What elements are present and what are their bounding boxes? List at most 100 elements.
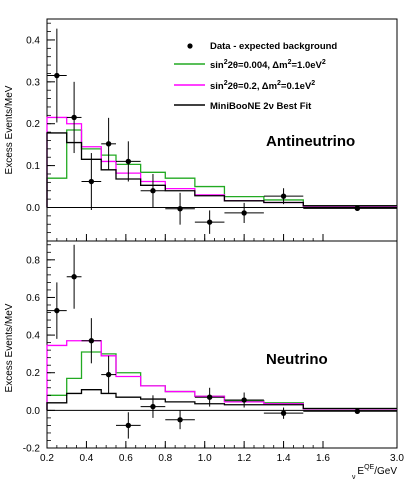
antineutrino-black-histogram: [46, 132, 397, 208]
neutrino-data-marker-8: [241, 397, 247, 403]
antineutrino-y-tick-label: 0.3: [26, 77, 40, 88]
legend-magenta-text-c: =0.1eV: [281, 81, 312, 92]
antineutrino-data-point-5: [140, 173, 166, 208]
neutrino-data-marker-6: [177, 417, 183, 423]
antineutrino-data-point-3: [101, 117, 116, 170]
legend-green-sup-a: 2: [224, 59, 228, 66]
x-tick-label: 0.2: [40, 453, 54, 464]
neutrino-data-marker-7: [206, 394, 213, 400]
antineutrino-histograms: [46, 116, 397, 208]
antineutrino-x-ticks: [46, 234, 398, 241]
legend-magenta-label: sin22θ=0.2, Δm2=0.1eV2: [210, 80, 315, 92]
antineutrino-magenta-histogram: [46, 116, 397, 208]
x-axis-tick-labels: 0.2 0.4 0.6 0.8 1.0 1.2 1.4 1.6 3.0: [40, 453, 404, 464]
x-tick-label: 3.0: [390, 453, 404, 464]
legend-black-label: MiniBooNE 2ν Best Fit: [210, 101, 312, 112]
antineutrino-data-marker-9: [280, 193, 287, 199]
neutrino-y-tick-label: 0.0: [26, 406, 40, 417]
antineutrino-data-point-4: [116, 141, 141, 182]
legend-green-text-a: sin: [210, 60, 224, 71]
antineutrino-green-histogram: [46, 129, 397, 208]
neutrino-data-marker-1: [71, 274, 77, 280]
antineutrino-y-tick-label: 0.0: [26, 203, 40, 214]
antineutrino-y-tick-label: 0.4: [26, 35, 40, 46]
antineutrino-panel-label: Antineutrino: [266, 133, 355, 150]
antineutrino-data-point-0: [47, 28, 67, 123]
antineutrino-panel: 0.0 0.1 0.2 0.3 0.4 Antineutrino Excess Even…: [4, 18, 398, 242]
legend-data-marker: [187, 43, 193, 49]
antineutrino-data-marker-2: [88, 178, 95, 185]
legend-green-text-b: 2θ=0.004, Δm: [228, 60, 288, 71]
neutrino-green-histogram: [46, 351, 397, 411]
neutrino-y-tick-label: 0.4: [26, 331, 40, 342]
neutrino-y-tick-label: -0.2: [23, 444, 41, 455]
legend-magenta-text-b: 2θ=0.2, Δm: [228, 81, 277, 92]
neutrino-y-tick-label: 0.8: [26, 255, 40, 266]
neutrino-data-point-1: [66, 244, 82, 309]
antineutrino-data-marker-4: [125, 158, 132, 165]
x-axis-title-main: E: [357, 466, 364, 477]
neutrino-data-point-2: [81, 318, 102, 364]
neutrino-plot-frame: [46, 240, 398, 449]
x-axis-title-subscript: ν: [352, 474, 356, 481]
neutrino-data-marker-4: [125, 422, 132, 429]
neutrino-data-point-6: [165, 410, 195, 430]
legend-green-sup-c: 2: [322, 59, 326, 66]
antineutrino-data-point-10: [303, 205, 397, 212]
legend-green-sup-b: 2: [288, 59, 292, 66]
legend-magenta-sup-b: 2: [277, 80, 281, 87]
neutrino-data-marker-9: [280, 410, 287, 416]
x-tick-label: 1.2: [237, 453, 251, 464]
neutrino-panel-label: Neutrino: [266, 351, 328, 368]
antineutrino-y-axis: 0.0 0.1 0.2 0.3 0.4: [26, 22, 55, 242]
neutrino-y-axis: -0.2 0.0 0.2 0.4 0.6 0.8: [23, 244, 55, 455]
neutrino-panel: -0.2 0.0 0.2 0.4 0.6 0.8 Neutrino Excess Even…: [4, 240, 398, 455]
antineutrino-data-point-9: [263, 188, 304, 205]
neutrino-data-marker-10: [354, 408, 361, 415]
legend-magenta-text-a: sin: [210, 81, 224, 92]
legend-data-label: Data - expected background: [210, 41, 337, 52]
antineutrino-data-marker-1: [71, 114, 77, 121]
antineutrino-data-marker-7: [206, 219, 213, 225]
neutrino-histograms: [46, 340, 397, 411]
neutrino-y-axis-title: Excess Events/MeV: [4, 303, 15, 392]
antineutrino-data-marker-10: [354, 205, 361, 212]
x-axis-title-sup: QE: [364, 464, 374, 471]
x-tick-label: 0.4: [79, 453, 93, 464]
antineutrino-data-marker-3: [105, 141, 112, 147]
antineutrino-y-tick-label: 0.2: [26, 119, 40, 130]
neutrino-data-point-7: [194, 387, 225, 407]
antineutrino-data-points: [47, 28, 397, 234]
x-tick-label: 0.8: [158, 453, 172, 464]
neutrino-data-points: [47, 244, 397, 439]
neutrino-data-point-10: [303, 408, 397, 415]
neutrino-data-point-9: [263, 407, 304, 419]
antineutrino-data-marker-0: [54, 72, 60, 79]
legend-green-label: sin22θ=0.004, Δm2=1.0eV2: [210, 59, 326, 71]
antineutrino-data-point-8: [224, 202, 264, 223]
antineutrino-data-point-6: [165, 192, 195, 225]
neutrino-magenta-histogram: [46, 340, 397, 411]
legend-green-text-c: =1.0eV: [292, 60, 323, 71]
antineutrino-data-marker-6: [177, 206, 183, 212]
neutrino-y-tick-label: 0.2: [26, 368, 40, 379]
neutrino-x-ticks: [46, 441, 398, 448]
x-axis-title-unit: /GeV: [374, 466, 397, 477]
x-tick-label: 0.6: [119, 453, 133, 464]
neutrino-data-point-5: [140, 395, 166, 418]
x-tick-label: 1.4: [277, 453, 291, 464]
antineutrino-data-marker-8: [241, 210, 247, 216]
antineutrino-y-tick-label: 0.1: [26, 161, 40, 172]
x-tick-label: 1.0: [198, 453, 212, 464]
neutrino-y-tick-label: 0.6: [26, 293, 40, 304]
neutrino-data-marker-0: [54, 307, 60, 314]
antineutrino-data-point-7: [194, 210, 225, 234]
neutrino-data-point-3: [101, 355, 116, 394]
legend-magenta-sup-c: 2: [311, 80, 315, 87]
antineutrino-y-axis-title: Excess Events/MeV: [4, 85, 15, 174]
x-axis-title: EQE/GeV: [357, 464, 397, 477]
x-tick-label: 1.6: [316, 453, 330, 464]
antineutrino-data-point-2: [81, 153, 102, 211]
neutrino-black-histogram: [46, 389, 397, 411]
neutrino-data-marker-2: [88, 338, 95, 344]
